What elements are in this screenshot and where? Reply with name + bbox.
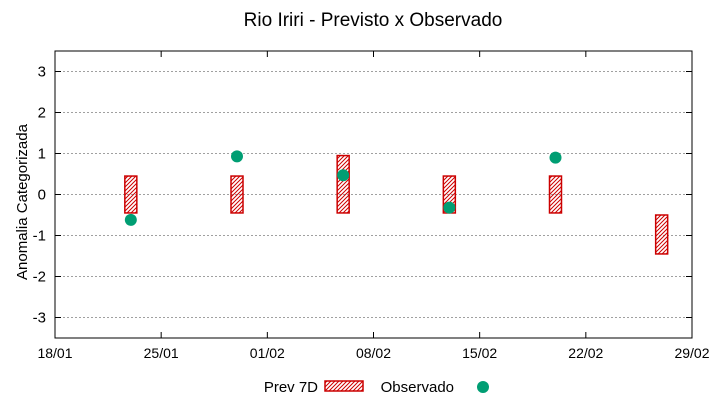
prev-7d-box-0 bbox=[124, 175, 138, 214]
y-tick-label: -1 bbox=[33, 228, 46, 245]
ticks-layer: -3 -2 -1 0 1 2 3 18/01 25/01 01/02 08/02 15/02 22/02… bbox=[33, 51, 710, 361]
observado-point-1 bbox=[231, 150, 243, 163]
legend: Prev 7D Observado bbox=[264, 379, 489, 396]
observado-point-3 bbox=[443, 201, 456, 214]
observado-point-2 bbox=[337, 169, 350, 182]
grid-layer bbox=[55, 71, 692, 318]
x-tick-label: 29/02 bbox=[674, 345, 709, 361]
prev-7d-box-5 bbox=[654, 214, 669, 255]
prev-7d-box-2 bbox=[336, 154, 350, 214]
prev-7d-box-1 bbox=[230, 175, 244, 214]
y-tick-label: -3 bbox=[33, 310, 46, 327]
marks-layer bbox=[124, 150, 669, 255]
x-tick-label: 18/01 bbox=[37, 345, 72, 361]
y-tick-label: 3 bbox=[38, 64, 46, 81]
x-tick-label: 08/02 bbox=[356, 345, 391, 361]
x-tick-label: 15/02 bbox=[462, 345, 497, 361]
legend-label-prev-7d: Prev 7D bbox=[264, 379, 318, 396]
y-tick-label: 2 bbox=[38, 105, 46, 122]
y-tick-label: -2 bbox=[33, 269, 46, 286]
legend-swatch-observado bbox=[477, 381, 489, 393]
x-tick-label: 01/02 bbox=[250, 345, 285, 361]
legend-label-observado: Observado bbox=[381, 379, 454, 396]
y-tick-label: 0 bbox=[38, 187, 46, 204]
chart-title: Rio Iriri - Previsto x Observado bbox=[244, 10, 503, 31]
y-axis-label: Anomalia Categorizada bbox=[14, 123, 31, 280]
legend-swatch-prev-7d bbox=[324, 380, 364, 392]
prev-7d-box-4 bbox=[548, 175, 563, 214]
observado-point-4 bbox=[549, 151, 562, 164]
x-tick-label: 22/02 bbox=[568, 345, 603, 361]
observado-point-0 bbox=[124, 213, 137, 226]
plot-frame bbox=[54, 50, 693, 339]
x-tick-label: 25/01 bbox=[144, 345, 179, 361]
y-tick-label: 1 bbox=[38, 146, 46, 163]
